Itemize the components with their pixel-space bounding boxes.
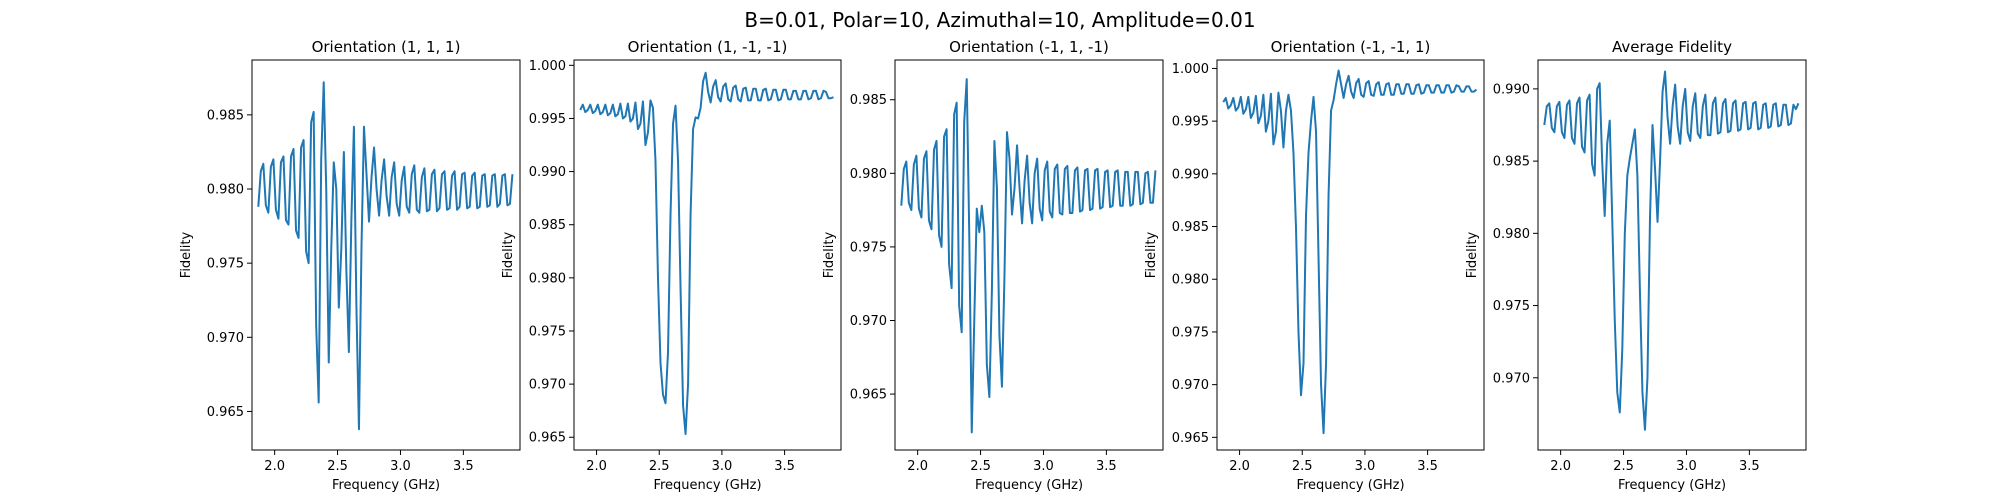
x-tick-label: 2.0 — [907, 459, 928, 474]
subplot-title: Orientation (1, 1, 1) — [312, 38, 461, 56]
y-tick-label: 1.000 — [1172, 62, 1209, 77]
axes-frame — [1537, 59, 1807, 451]
y-tick-label: 0.980 — [850, 167, 887, 182]
subplot-1: 2.0 2.5 3.0 3.5 0.965 0.970 0.975 0.980 0.985 Ori… — [179, 38, 521, 493]
x-tick-label: 2.5 — [1613, 459, 1634, 474]
x-tick-label: 2.0 — [1229, 459, 1250, 474]
y-tick-label: 0.965 — [850, 388, 887, 403]
x-axis-label: Frequency (GHz) — [975, 478, 1083, 493]
y-tick-label: 0.970 — [1172, 378, 1209, 393]
y-tick-label: 0.970 — [850, 314, 887, 329]
x-tick-label: 3.0 — [712, 459, 733, 474]
y-tick-label: 0.965 — [207, 405, 244, 420]
y-tick-label: 0.980 — [207, 183, 244, 198]
x-tick-label: 2.0 — [264, 459, 285, 474]
y-axis-label: Fidelity — [1465, 231, 1480, 278]
y-tick-label: 0.985 — [850, 93, 887, 108]
y-tick-label: 0.975 — [850, 240, 887, 255]
subplot-5: 2.0 2.5 3.0 3.5 0.970 0.975 0.980 0.985 0.990 Ave… — [1465, 38, 1807, 493]
subplot-4: 2.0 2.5 3.0 3.5 0.965 0.970 0.975 0.980 0.985 0.9… — [1144, 38, 1485, 493]
x-axis-label: Frequency (GHz) — [332, 478, 440, 493]
y-tick-label: 0.995 — [1172, 115, 1209, 130]
subplot-3: 2.0 2.5 3.0 3.5 0.965 0.970 0.975 0.980 0.985 Ori… — [822, 38, 1164, 493]
y-tick-label: 0.990 — [1493, 82, 1530, 97]
x-tick-label: 2.5 — [649, 459, 670, 474]
x-tick-label: 2.5 — [1292, 459, 1313, 474]
subplot-grid: 2.0 2.5 3.0 3.5 0.965 0.970 0.975 0.980 0.985 Ori… — [179, 38, 1807, 493]
y-axis-label: Fidelity — [179, 231, 194, 278]
subplot-2: 2.0 2.5 3.0 3.5 0.965 0.970 0.975 0.980 0.985 0.9… — [501, 38, 842, 493]
series-line — [1222, 69, 1478, 435]
series-line — [257, 81, 514, 431]
x-axis-label: Frequency (GHz) — [1618, 478, 1726, 493]
y-axis-label: Fidelity — [1144, 231, 1159, 278]
y-tick-label: 0.970 — [207, 331, 244, 346]
y-tick-label: 0.965 — [529, 431, 566, 446]
y-tick-label: 0.970 — [1493, 371, 1530, 386]
series-line — [579, 71, 834, 436]
y-tick-label: 0.985 — [1493, 155, 1530, 170]
x-tick-label: 3.0 — [1676, 459, 1697, 474]
x-tick-label: 3.0 — [1033, 459, 1054, 474]
y-tick-label: 0.985 — [529, 218, 566, 233]
y-tick-label: 0.980 — [1493, 227, 1530, 242]
y-axis-label: Fidelity — [501, 231, 516, 278]
y-tick-label: 0.990 — [529, 165, 566, 180]
x-tick-label: 3.0 — [1355, 459, 1376, 474]
x-tick-label: 3.5 — [1096, 459, 1117, 474]
axes-frame — [573, 59, 842, 451]
y-tick-label: 0.980 — [1172, 273, 1209, 288]
y-tick-label: 0.965 — [1172, 431, 1209, 446]
figure-suptitle: B=0.01, Polar=10, Azimuthal=10, Amplitud… — [744, 8, 1255, 32]
x-axis-label: Frequency (GHz) — [653, 478, 761, 493]
subplot-title: Orientation (-1, -1, 1) — [1271, 38, 1431, 56]
axes-frame — [1216, 59, 1485, 451]
x-tick-label: 3.5 — [1739, 459, 1760, 474]
x-tick-label: 2.0 — [1550, 459, 1571, 474]
subplot-title: Average Fidelity — [1612, 38, 1732, 56]
x-axis-label: Frequency (GHz) — [1296, 478, 1404, 493]
x-tick-label: 3.5 — [774, 459, 795, 474]
x-tick-label: 2.5 — [327, 459, 348, 474]
y-tick-label: 0.970 — [529, 378, 566, 393]
x-tick-label: 3.5 — [1417, 459, 1438, 474]
series-line — [900, 78, 1157, 434]
y-tick-label: 0.985 — [207, 108, 244, 123]
subplot-title: Orientation (-1, 1, -1) — [949, 38, 1109, 56]
y-tick-label: 0.980 — [529, 271, 566, 286]
axes-frame — [894, 59, 1164, 451]
y-tick-label: 0.985 — [1172, 220, 1209, 235]
y-tick-label: 1.000 — [529, 59, 566, 74]
y-tick-label: 0.975 — [207, 257, 244, 272]
y-tick-label: 0.990 — [1172, 167, 1209, 182]
x-tick-label: 3.5 — [453, 459, 474, 474]
series-line — [1543, 70, 1800, 431]
y-tick-label: 0.995 — [529, 112, 566, 127]
x-tick-label: 3.0 — [390, 459, 411, 474]
y-axis-label: Fidelity — [822, 231, 837, 278]
y-tick-label: 0.975 — [529, 324, 566, 339]
x-tick-label: 2.5 — [970, 459, 991, 474]
y-tick-label: 0.975 — [1493, 299, 1530, 314]
axes-frame — [251, 59, 521, 451]
y-tick-label: 0.975 — [1172, 325, 1209, 340]
subplot-title: Orientation (1, -1, -1) — [628, 38, 788, 56]
x-tick-label: 2.0 — [586, 459, 607, 474]
